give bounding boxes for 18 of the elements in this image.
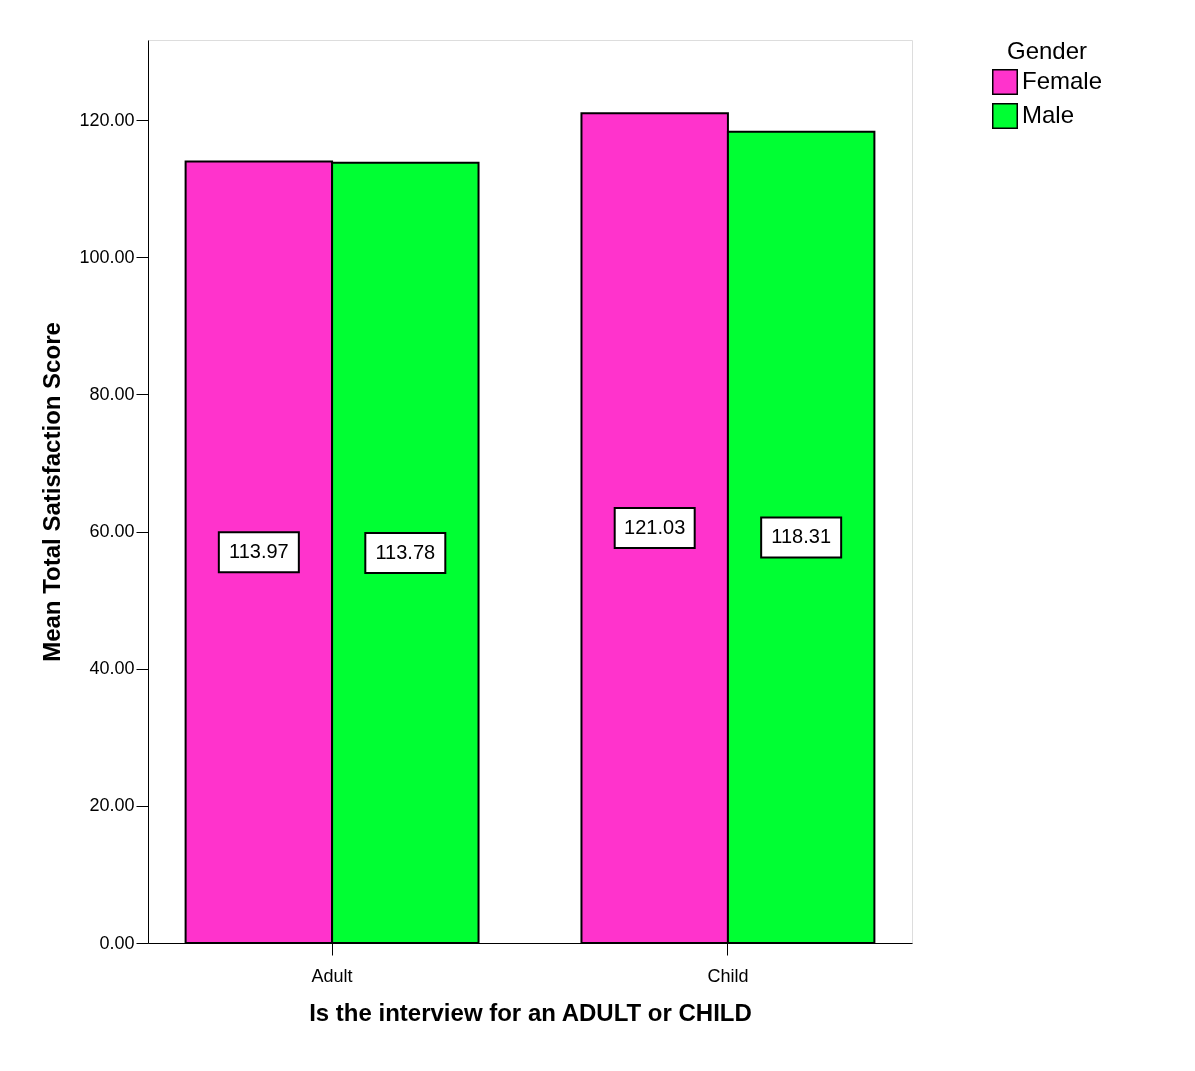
data-label: 121.03: [624, 516, 686, 539]
legend-title: Gender: [1006, 37, 1088, 64]
y-tick-label: 60.00: [89, 521, 135, 542]
data-label: 113.97: [229, 540, 289, 563]
y-tick-label: 120.00: [79, 109, 135, 130]
y-tick-label: 20.00: [89, 795, 135, 816]
y-tick-label: 40.00: [89, 658, 135, 679]
data-label: 113.78: [375, 540, 436, 563]
x-axis-title: Is the interview for an ADULT or CHILD: [309, 998, 752, 1026]
x-tick-label: Adult: [311, 965, 353, 986]
y-tick-label: 100.00: [79, 246, 135, 267]
legend-label: Male: [1022, 101, 1075, 128]
legend-label: Female: [1022, 67, 1103, 94]
data-label: 118.31: [771, 525, 831, 548]
x-tick-label: Child: [707, 965, 749, 986]
y-axis-title: Mean Total Satisfaction Score: [38, 322, 66, 662]
y-tick-label: 80.00: [89, 383, 135, 404]
y-tick-label: 0.00: [99, 932, 135, 953]
